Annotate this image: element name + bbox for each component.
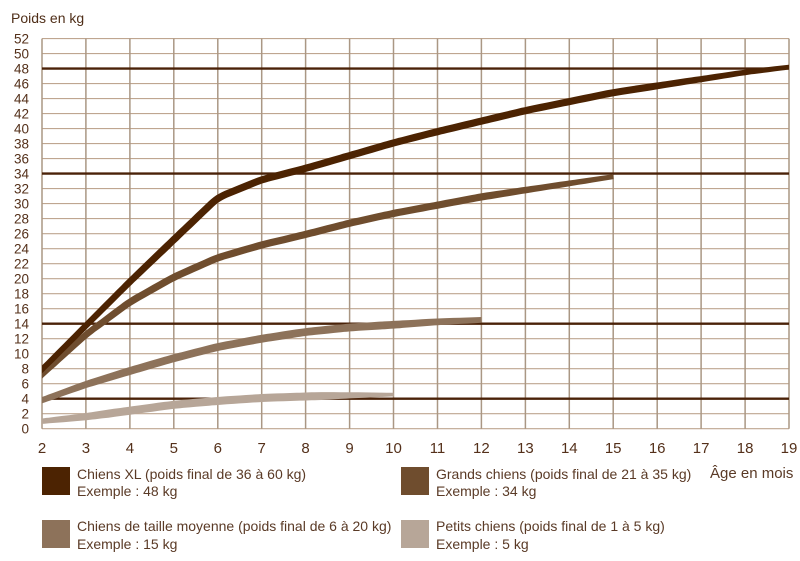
svg-text:19: 19 — [781, 440, 798, 457]
svg-text:15: 15 — [605, 440, 622, 457]
svg-text:5: 5 — [170, 440, 178, 457]
svg-text:6: 6 — [21, 377, 29, 392]
svg-text:20: 20 — [14, 272, 29, 287]
svg-text:22: 22 — [14, 257, 29, 272]
svg-text:13: 13 — [517, 440, 534, 457]
svg-text:38: 38 — [14, 136, 29, 151]
svg-text:9: 9 — [345, 440, 353, 457]
svg-text:16: 16 — [649, 440, 666, 457]
svg-text:36: 36 — [14, 151, 29, 166]
svg-text:48: 48 — [14, 61, 29, 76]
svg-text:11: 11 — [430, 440, 446, 457]
svg-text:46: 46 — [14, 76, 29, 91]
svg-text:24: 24 — [14, 242, 30, 257]
svg-text:32: 32 — [14, 181, 29, 196]
svg-text:52: 52 — [14, 31, 29, 46]
svg-text:2: 2 — [21, 407, 29, 422]
svg-text:10: 10 — [14, 347, 29, 362]
svg-text:0: 0 — [21, 422, 29, 437]
svg-text:14: 14 — [14, 317, 30, 332]
svg-text:40: 40 — [14, 121, 29, 136]
svg-text:4: 4 — [126, 440, 134, 457]
svg-text:8: 8 — [301, 440, 309, 457]
svg-text:4: 4 — [21, 392, 29, 407]
svg-text:26: 26 — [14, 227, 29, 242]
svg-text:10: 10 — [385, 440, 402, 457]
svg-text:42: 42 — [14, 106, 29, 121]
svg-text:28: 28 — [14, 211, 29, 226]
svg-text:12: 12 — [14, 332, 29, 347]
svg-text:17: 17 — [693, 440, 710, 457]
svg-text:34: 34 — [14, 166, 30, 181]
svg-text:50: 50 — [14, 46, 29, 61]
svg-text:18: 18 — [737, 440, 754, 457]
svg-text:12: 12 — [473, 440, 490, 457]
svg-text:30: 30 — [14, 196, 29, 211]
svg-text:7: 7 — [258, 440, 266, 457]
svg-text:3: 3 — [82, 440, 90, 457]
svg-text:18: 18 — [14, 287, 29, 302]
svg-text:44: 44 — [14, 91, 30, 106]
svg-text:16: 16 — [14, 302, 29, 317]
svg-text:2: 2 — [38, 440, 46, 457]
svg-text:8: 8 — [21, 362, 29, 377]
svg-text:14: 14 — [561, 440, 578, 457]
svg-text:6: 6 — [214, 440, 222, 457]
